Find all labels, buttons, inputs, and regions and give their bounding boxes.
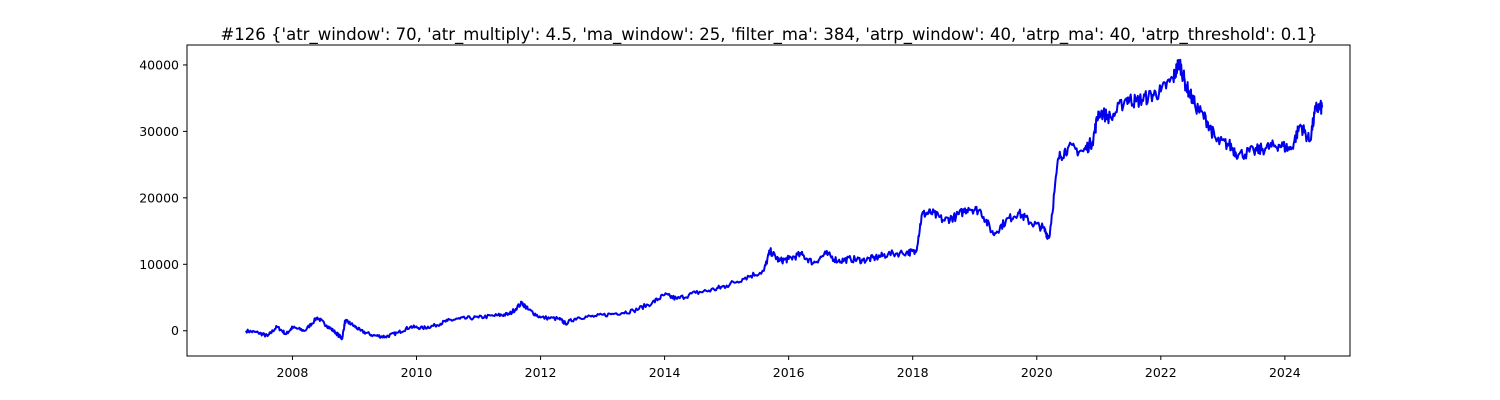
x-tick-label: 2008 [277, 365, 309, 380]
y-axis: 0 10000 20000 30000 40000 [139, 57, 187, 338]
x-tick-label: 2014 [649, 365, 681, 380]
y-tick-label: 20000 [139, 190, 179, 205]
x-tick-label: 2020 [1021, 365, 1053, 380]
plot-area-frame [186, 44, 1351, 357]
x-tick-label: 2022 [1145, 365, 1177, 380]
y-tick-label: 30000 [139, 124, 179, 139]
y-tick-label: 40000 [139, 57, 179, 72]
y-tick-label: 10000 [139, 257, 179, 272]
x-tick-label: 2010 [401, 365, 433, 380]
chart-title: #126 {'atr_window': 70, 'atr_multiply': … [220, 25, 1317, 45]
x-tick-label: 2016 [773, 365, 805, 380]
x-tick-label: 2018 [897, 365, 929, 380]
x-tick-label: 2024 [1269, 365, 1301, 380]
y-tick-label: 0 [171, 323, 179, 338]
x-tick-label: 2012 [525, 365, 557, 380]
equity-curve-line [244, 58, 1324, 341]
x-axis: 2008 2010 2012 2014 2016 2018 2020 2022 2024 [277, 356, 1301, 380]
